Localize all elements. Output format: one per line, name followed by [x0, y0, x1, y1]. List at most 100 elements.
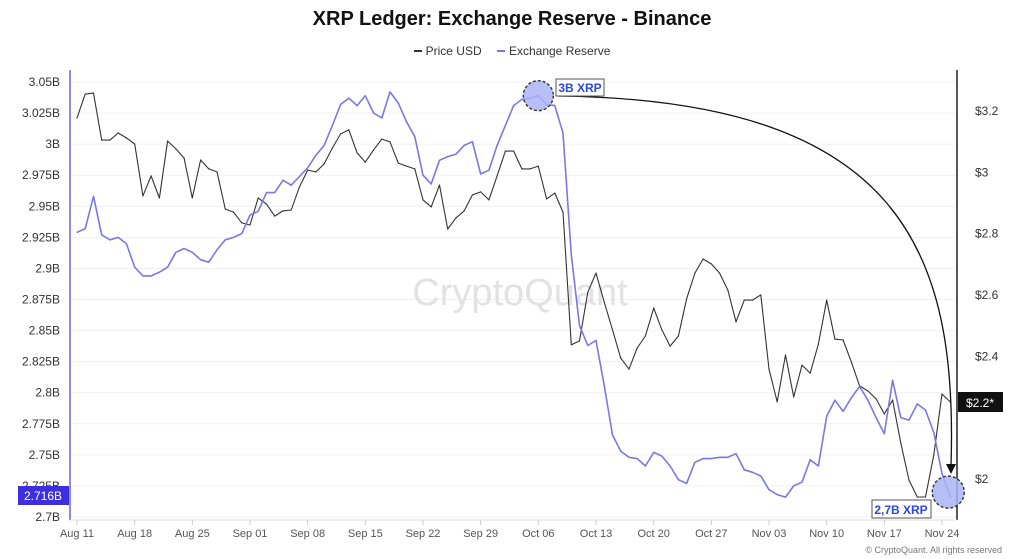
legend-item-price[interactable]: Price USD [413, 44, 482, 58]
reserve-point [496, 144, 498, 146]
reserve-point [727, 456, 729, 458]
x-tick-label: Sep 29 [463, 528, 498, 540]
price-point [611, 329, 614, 331]
price-point [661, 329, 663, 331]
legend-item-reserve[interactable]: Exchange Reserve [496, 44, 610, 58]
series-exchange-reserve [76, 91, 951, 498]
price-point [768, 368, 770, 370]
price-point [340, 133, 342, 135]
price-point [826, 299, 828, 301]
price-point [109, 139, 111, 141]
reserve-point [471, 141, 474, 143]
reserve-point [916, 403, 918, 405]
x-tick-label: Aug 11 [60, 528, 94, 540]
price-point [84, 93, 86, 95]
reserve-point [859, 385, 861, 388]
price-point [488, 199, 490, 201]
price-point [644, 335, 647, 337]
price-point [751, 299, 754, 301]
price-point [620, 357, 622, 359]
current-price-label: $2.2* [966, 396, 994, 410]
reserve-point [817, 465, 820, 467]
reserve-point [101, 234, 103, 236]
price-point [422, 199, 424, 201]
price-point [249, 224, 251, 226]
right-tick-label: $3.2 [975, 104, 999, 118]
current-reserve-label: 2.716B [24, 489, 62, 503]
reserve-point [307, 167, 309, 169]
price-point [117, 132, 119, 134]
price-point [463, 210, 465, 212]
left-tick-label: 3.05B [29, 75, 60, 89]
reserve-point [208, 261, 210, 263]
right-tick-label: $2.4 [975, 349, 999, 363]
price-point [438, 184, 441, 186]
reserve-point [603, 384, 605, 386]
annotation-box-latest [871, 499, 932, 519]
left-tick-label: 2.75B [29, 448, 60, 462]
reserve-point [488, 169, 490, 171]
annotation-box-peak [555, 78, 605, 97]
price-point [92, 92, 95, 94]
price-point [933, 454, 935, 456]
price-point [191, 197, 193, 199]
reserve-point [241, 233, 243, 235]
price-point [686, 298, 688, 300]
price-point [595, 272, 597, 274]
reserve-point [364, 95, 366, 97]
price-point [167, 140, 169, 142]
price-point [834, 338, 836, 340]
price-point [653, 307, 655, 309]
reserve-point [751, 471, 754, 473]
price-point [842, 339, 844, 341]
price-point [282, 210, 284, 212]
reserve-point [578, 325, 581, 327]
price-point [307, 169, 309, 171]
reserve-point [620, 450, 622, 452]
price-point [677, 335, 679, 337]
price-point [471, 194, 474, 196]
reserve-point [249, 214, 251, 216]
left-tick-label: 2.95B [29, 199, 60, 213]
x-tick-label: Nov 10 [809, 528, 844, 540]
left-tick-label: 3.025B [22, 106, 60, 120]
price-point [537, 165, 539, 167]
price-point [941, 393, 943, 395]
reserve-point [702, 457, 704, 460]
reserve-point [117, 236, 119, 238]
price-point [175, 148, 177, 150]
x-tick-label: Aug 25 [175, 528, 210, 540]
footer-copyright: © CryptoQuant. All rights reserved [865, 545, 1002, 555]
reserve-point [842, 410, 844, 412]
reserve-point [743, 469, 745, 471]
reserve-point [257, 210, 259, 212]
reserve-point [867, 399, 869, 401]
price-point [809, 372, 811, 374]
price-point [727, 289, 729, 291]
reserve-point [718, 456, 721, 458]
price-point [801, 364, 803, 366]
reserve-point [274, 192, 276, 194]
x-tick-label: Nov 03 [752, 528, 787, 540]
price-point [875, 398, 877, 400]
reserve-point [175, 251, 177, 253]
reserve-point [356, 105, 358, 107]
price-point [718, 272, 721, 274]
price-point [455, 217, 457, 219]
reserve-point [694, 461, 696, 463]
reserve-point [924, 409, 927, 411]
price-point [381, 138, 383, 140]
reserve-point [150, 275, 152, 277]
reserve-point [677, 479, 679, 481]
price-point [587, 291, 589, 293]
price-point [562, 211, 564, 213]
reserve-point [340, 103, 342, 105]
right-tick-label: $2 [975, 472, 989, 486]
price-point [908, 479, 910, 481]
reserve-point [167, 266, 169, 268]
price-point [142, 195, 144, 197]
price-point [356, 152, 358, 154]
left-tick-label: 2.775B [22, 417, 60, 431]
reserve-point [191, 251, 193, 253]
reserve-point [372, 112, 375, 114]
